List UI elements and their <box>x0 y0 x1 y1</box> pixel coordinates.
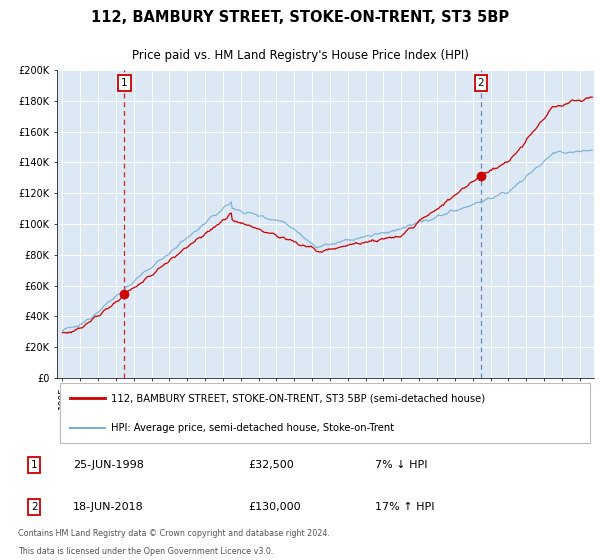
Text: Contains HM Land Registry data © Crown copyright and database right 2024.: Contains HM Land Registry data © Crown c… <box>18 529 330 538</box>
FancyBboxPatch shape <box>59 382 590 444</box>
Text: Price paid vs. HM Land Registry's House Price Index (HPI): Price paid vs. HM Land Registry's House … <box>131 49 469 63</box>
Text: £130,000: £130,000 <box>248 502 301 512</box>
Text: 1: 1 <box>121 78 128 88</box>
Text: 112, BAMBURY STREET, STOKE-ON-TRENT, ST3 5BP: 112, BAMBURY STREET, STOKE-ON-TRENT, ST3… <box>91 10 509 25</box>
Text: 17% ↑ HPI: 17% ↑ HPI <box>375 502 434 512</box>
Text: HPI: Average price, semi-detached house, Stoke-on-Trent: HPI: Average price, semi-detached house,… <box>111 423 394 433</box>
Text: 1: 1 <box>31 460 37 470</box>
Text: 2: 2 <box>478 78 484 88</box>
Text: £32,500: £32,500 <box>248 460 294 470</box>
Text: 112, BAMBURY STREET, STOKE-ON-TRENT, ST3 5BP (semi-detached house): 112, BAMBURY STREET, STOKE-ON-TRENT, ST3… <box>111 393 485 403</box>
Text: This data is licensed under the Open Government Licence v3.0.: This data is licensed under the Open Gov… <box>18 547 274 556</box>
Text: 2: 2 <box>31 502 37 512</box>
Text: 18-JUN-2018: 18-JUN-2018 <box>73 502 143 512</box>
Text: 25-JUN-1998: 25-JUN-1998 <box>73 460 143 470</box>
Text: 7% ↓ HPI: 7% ↓ HPI <box>375 460 428 470</box>
